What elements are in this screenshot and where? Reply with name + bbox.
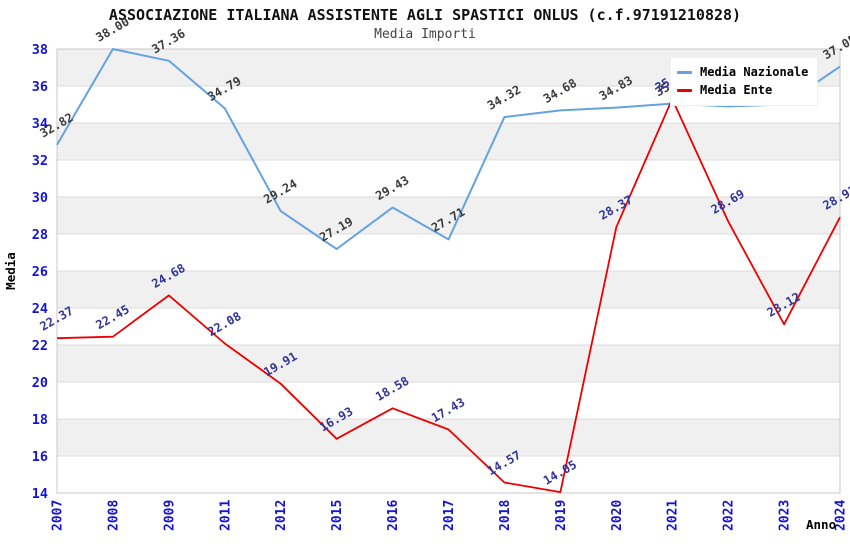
legend: Media Nazionale Media Ente	[670, 57, 818, 106]
x-tick-label: 2008	[106, 500, 121, 531]
y-tick-label: 26	[32, 264, 48, 280]
media-nazionale-line-swatch	[677, 70, 692, 74]
y-tick-label: 22	[32, 338, 48, 354]
plot-band	[57, 419, 840, 456]
plot-band	[57, 197, 840, 234]
plot-band	[57, 345, 840, 382]
x-tick-label: 2024	[834, 500, 849, 531]
y-tick-label: 24	[32, 301, 48, 317]
plot-band	[57, 160, 840, 197]
x-tick-label: 2023	[778, 500, 793, 531]
x-tick-label: 2009	[162, 500, 177, 531]
y-tick-label: 18	[32, 412, 48, 428]
x-tick-label: 2019	[554, 500, 569, 531]
plot-border	[56, 48, 841, 494]
plot-band	[57, 382, 840, 419]
x-tick-label: 2018	[498, 500, 513, 531]
x-tick-label: 2017	[442, 500, 457, 531]
legend-item-media-nazionale: Media Nazionale	[677, 63, 811, 81]
x-axis-title: Anno	[806, 517, 836, 532]
plot-band	[57, 456, 840, 493]
x-tick-label: 2021	[666, 500, 681, 531]
media-ente-line-swatch	[677, 88, 692, 92]
series-line-media-ente	[56, 98, 841, 494]
y-tick-label: 38	[32, 42, 48, 58]
x-tick-label: 2015	[330, 500, 345, 531]
y-axis-title: Media	[3, 252, 18, 290]
y-tick-label: 34	[32, 116, 48, 132]
x-tick-label: 2007	[51, 500, 66, 531]
y-tick-label: 14	[32, 486, 48, 502]
y-tick-label: 32	[32, 153, 48, 169]
legend-label-media-nazionale: Media Nazionale	[700, 65, 809, 79]
plot-band	[57, 308, 840, 345]
point-label: 37.05	[821, 32, 850, 62]
y-tick-label: 30	[32, 190, 48, 206]
legend-label-media-ente: Media Ente	[700, 83, 773, 97]
y-tick-label: 16	[32, 449, 48, 465]
chart-title: ASSOCIAZIONE ITALIANA ASSISTENTE AGLI SP…	[108, 6, 742, 24]
y-tick-label: 28	[32, 227, 48, 243]
x-tick-label: 2022	[722, 500, 737, 531]
y-tick-label: 20	[32, 375, 48, 391]
legend-item-media-ente: Media Ente	[677, 81, 811, 99]
y-tick-label: 36	[32, 79, 48, 95]
point-label: 38.00	[93, 14, 131, 44]
x-tick-label: 2011	[218, 500, 233, 531]
plot-band	[57, 123, 840, 160]
x-tick-label: 2016	[386, 500, 401, 531]
plot-band	[57, 271, 840, 308]
x-tick-label: 2020	[610, 500, 625, 531]
chart-subtitle: Media Importi	[374, 27, 476, 42]
x-tick-label: 2012	[274, 500, 289, 531]
